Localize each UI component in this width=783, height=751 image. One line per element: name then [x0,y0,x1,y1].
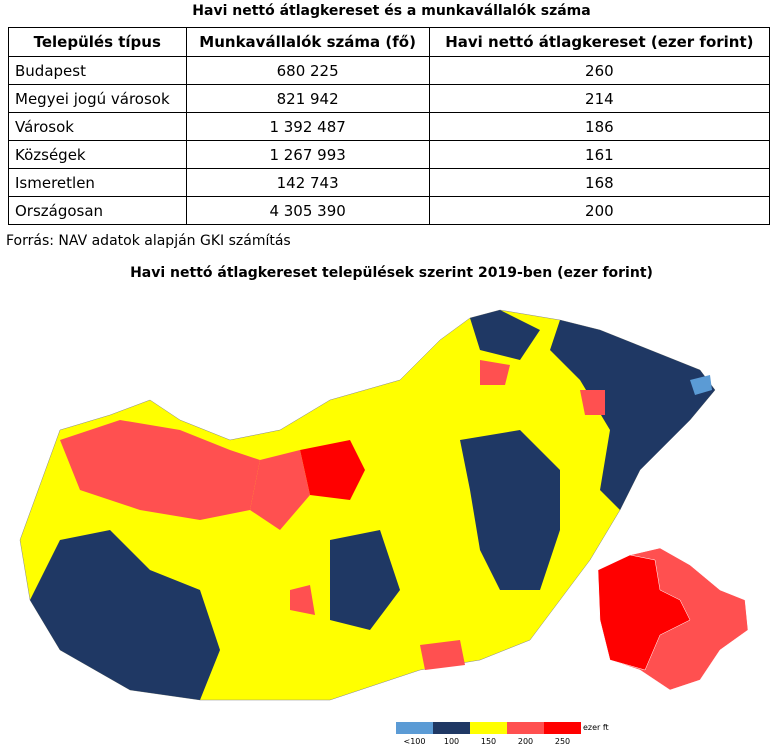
legend-swatch [507,722,544,734]
region-red [250,450,310,530]
header-cell: Munkavállalók száma (fő) [185,27,430,57]
legend-swatch [396,722,433,734]
table-cell: 680 225 [185,56,430,85]
region-navy [460,430,560,590]
legend-swatch [433,722,470,734]
table-cell: Ismeretlen [8,168,187,197]
table-row: Megyei jogú városok 821 942 214 [8,84,771,113]
region-blue [690,375,712,395]
region-red [420,640,465,670]
legend-swatch [544,722,581,734]
header-row: Település típus Munkavállalók száma (fő) H… [8,27,771,57]
table-cell: 1 267 993 [185,140,430,169]
table-row: Városok 1 392 487 186 [8,112,771,141]
map: <100 100 150 200 250 ezer ft [19,309,749,746]
map-title: Havi nettó átlagkereset települések szer… [130,265,653,281]
data-table: Település típus Munkavállalók száma (fő) H… [8,27,771,225]
legend-label: 250 [555,737,570,746]
legend-swatch [470,722,507,734]
legend-unit: ezer ft [583,723,609,732]
table-cell: Városok [8,112,187,141]
table-cell: 1 392 487 [185,112,430,141]
table-row: Községek 1 267 993 161 [8,140,771,169]
region-navy [330,530,400,630]
table-cell: 214 [428,84,771,113]
legend: <100 100 150 200 250 ezer ft [396,722,609,746]
table-title: Havi nettó átlagkereset és a munkavállal… [192,3,591,19]
table-cell: 821 942 [185,84,430,113]
table-cell: 186 [428,112,771,141]
table-cell: 4 305 390 [185,196,430,225]
region-red [300,440,365,500]
table-cell: 168 [428,168,771,197]
table-cell: 260 [428,56,771,85]
region-red [60,420,260,520]
legend-label: 100 [444,737,459,746]
table-cell: 161 [428,140,771,169]
budapest-inset-core [597,554,691,671]
table-cell: 142 743 [185,168,430,197]
region-red [580,390,605,415]
table-cell: Országosan [8,196,187,225]
legend-label: 150 [481,737,496,746]
region-navy [470,310,540,360]
source-note: Forrás: NAV adatok alapján GKI számítás [6,233,291,249]
table-cell: 200 [428,196,771,225]
table-cell: Budapest [8,56,187,85]
legend-label: 200 [518,737,533,746]
table-row: Budapest 680 225 260 [8,56,771,85]
region-navy [550,320,715,510]
region-navy [30,530,220,700]
table-row: Ismeretlen 142 743 168 [8,168,771,197]
region-red [480,360,510,385]
region-red [290,585,315,615]
legend-label: <100 [404,737,426,746]
table-cell: Megyei jogú városok [8,84,187,113]
header-cell: Település típus [8,27,187,57]
table-cell: Községek [8,140,187,169]
table-row: Országosan 4 305 390 200 [8,196,771,225]
header-cell: Havi nettó átlagkereset (ezer forint) [428,27,771,57]
